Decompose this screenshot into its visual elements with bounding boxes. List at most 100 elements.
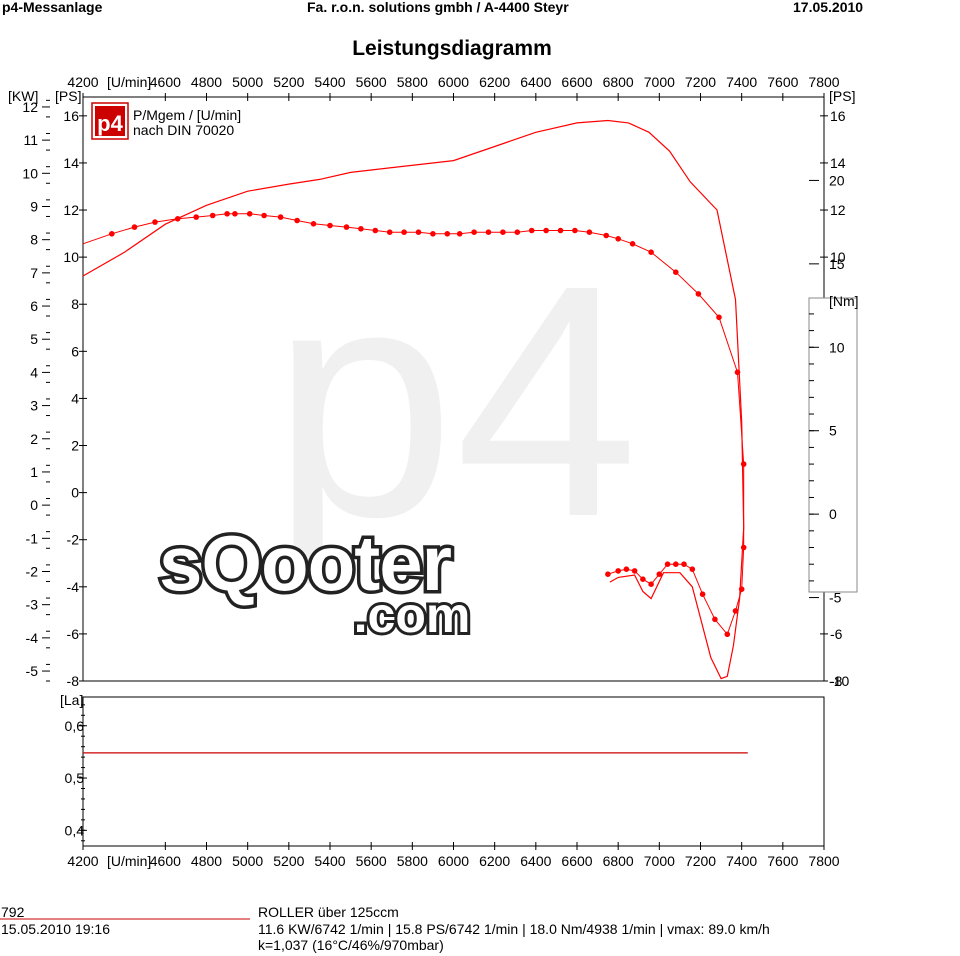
torque-point [586, 229, 593, 235]
x-tick-label-top: 7200 [685, 74, 716, 90]
x-tick-label-bottom: 7800 [808, 853, 839, 869]
x-tick-label-bottom: 4600 [150, 853, 181, 869]
kw-tick-label: 7 [30, 265, 38, 281]
torque-point [261, 212, 267, 219]
torque-point [152, 219, 158, 225]
x-tick-label-bottom: 7200 [685, 853, 716, 869]
kw-tick-label: -4 [26, 630, 39, 646]
ps-left-tick-label: 4 [71, 390, 79, 406]
x-tick-label-bottom: 4800 [191, 853, 222, 869]
x-tick-label-top: 5000 [232, 74, 263, 90]
kw-axis-label: [KW] [8, 88, 38, 104]
torque-point [740, 461, 747, 467]
ps-left-tick-label: 16 [63, 108, 79, 124]
sqooter-logo-text: sQooter [159, 519, 452, 607]
x-tick-label-bottom: 6600 [561, 853, 592, 869]
x-tick-label-top: 5200 [273, 74, 304, 90]
nm-tick-label: 5 [829, 423, 837, 439]
ps-left-tick-label: -4 [67, 579, 80, 595]
torque-point [310, 221, 317, 227]
torque-point [716, 314, 722, 321]
x-tick-label-bottom: 7000 [644, 853, 675, 869]
ps-right-tick-label: 14 [830, 155, 846, 171]
torque-point [277, 214, 284, 220]
torque-point [664, 561, 671, 567]
legend-line-1: P/Mgem / [U/min] [133, 107, 241, 123]
measurement-datetime: 15.05.2010 19:16 [1, 921, 110, 937]
nm-tick-label: 20 [829, 172, 845, 188]
kw-tick-label: 9 [30, 199, 38, 215]
x-tick-label-top: 6200 [479, 74, 510, 90]
nm-tick-label: -10 [829, 673, 849, 689]
kw-tick-label: 6 [30, 298, 38, 314]
print-date: 17.05.2010 [793, 0, 864, 15]
ps-left-tick-label: 8 [71, 296, 79, 312]
p4-logo-text: p4 [97, 111, 123, 136]
x-tick-label-bottom: 5800 [397, 853, 428, 869]
company-info: Fa. r.o.n. solutions gmbh / A-4400 Steyr [307, 0, 569, 15]
torque-point [386, 229, 393, 235]
torque-point [131, 224, 138, 230]
kw-tick-label: 8 [30, 232, 38, 248]
torque-point [485, 229, 492, 235]
x-axis-unit-bottom: [U/min] [107, 853, 151, 869]
torque-point [246, 211, 253, 217]
kw-tick-label: 12 [22, 99, 38, 115]
torque-point [629, 241, 636, 247]
torque-point [327, 222, 333, 229]
torque-point [557, 227, 564, 234]
torque-point [514, 229, 521, 235]
torque-point [109, 231, 115, 237]
kw-tick-label: -1 [26, 530, 39, 546]
ps-right-tick-label: 16 [830, 108, 846, 124]
vehicle-class: ROLLER über 125ccm [258, 904, 399, 920]
x-tick-label-top: 7400 [726, 74, 757, 90]
x-tick-label-top: 5400 [314, 74, 345, 90]
x-tick-label-top: 4800 [191, 74, 222, 90]
lambda-tick-label: 0,4 [65, 822, 85, 838]
lambda-axis-label: [La] [60, 692, 83, 708]
lambda-tick-label: 0,6 [65, 718, 85, 734]
ps-right-axis-label: [PS] [829, 88, 855, 104]
x-tick-label-bottom: 6400 [520, 853, 551, 869]
torque-point [673, 269, 679, 276]
watermark-text: p4 [271, 216, 638, 587]
torque-point [681, 561, 687, 567]
kw-tick-label: 2 [30, 431, 38, 447]
torque-point [640, 576, 646, 582]
torque-point [648, 249, 654, 255]
torque-point [415, 229, 422, 235]
kw-tick-label: 1 [30, 464, 38, 480]
p4-logo-fill [95, 106, 125, 136]
ps-right-tick-label: 10 [830, 249, 846, 265]
ps-left-tick-label: -2 [67, 532, 80, 548]
torque-point [724, 631, 731, 638]
x-tick-label-top: 6600 [561, 74, 592, 90]
x-tick-label-top: 5800 [397, 74, 428, 90]
nm-tick-label: 0 [829, 506, 837, 522]
x-tick-label-top: 6000 [438, 74, 469, 90]
ps-left-tick-label: 12 [63, 202, 79, 218]
ps-left-tick-label: 6 [71, 343, 79, 359]
x-tick-label-top: 5600 [356, 74, 387, 90]
nm-tick-label: -5 [829, 590, 842, 606]
torque-point [430, 231, 436, 237]
x-tick-label-bottom: 4200 [67, 853, 98, 869]
torque-point [209, 212, 216, 219]
x-tick-label-bottom: 5200 [273, 853, 304, 869]
kw-tick-label: -3 [26, 597, 39, 613]
x-tick-label-top: 7600 [767, 74, 798, 90]
kw-tick-label: 4 [30, 364, 38, 380]
nm-axis-label: [Nm] [829, 293, 859, 309]
sqooter-logo-domain: .com [354, 587, 471, 643]
torque-point [695, 291, 702, 297]
x-tick-label-bottom: 6800 [603, 853, 634, 869]
torque-point [605, 571, 611, 577]
correction-factor: k=1,037 (16°C/46%/970mbar) [258, 937, 444, 953]
x-tick-label-bottom: 6000 [438, 853, 469, 869]
torque-point [623, 566, 630, 572]
torque-point [648, 581, 654, 587]
measurement-id: 792 [1, 904, 25, 920]
x-tick-label-top: 7000 [644, 74, 675, 90]
